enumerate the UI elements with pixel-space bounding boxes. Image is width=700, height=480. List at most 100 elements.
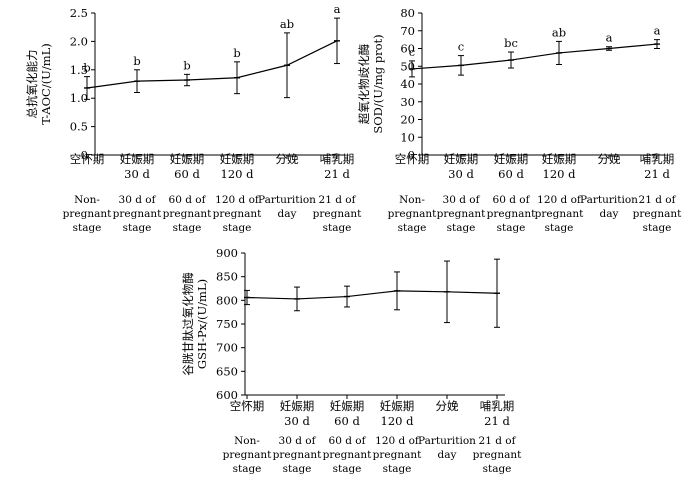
category-en-line: stage bbox=[483, 463, 512, 475]
category-period: 30 d bbox=[124, 167, 150, 181]
x-category-label: 分娩 Parturition day bbox=[258, 152, 316, 220]
y-tick-label: 30 bbox=[400, 95, 415, 109]
y-tick-label: 600 bbox=[216, 388, 238, 402]
category-en-line: Parturition bbox=[418, 435, 476, 447]
y-tick-label: 40 bbox=[400, 77, 415, 91]
y-tick-label: 750 bbox=[216, 317, 238, 331]
significance-letter: b bbox=[83, 61, 90, 75]
category-en-line: 120 d of bbox=[215, 194, 260, 206]
category-en-line: pregnant bbox=[63, 208, 112, 220]
y-axis-label-line: 总抗氧化能力 bbox=[25, 50, 39, 119]
category-period: 21 d bbox=[644, 167, 670, 181]
category-en-line: pregnant bbox=[113, 208, 162, 220]
category-en-line: pregnant bbox=[535, 208, 584, 220]
category-en-line: 120 d of bbox=[537, 194, 582, 206]
y-tick-label: 60 bbox=[400, 42, 415, 56]
category-zh: 妊娠期 bbox=[330, 399, 365, 413]
category-period: 60 d bbox=[334, 414, 360, 428]
y-axis-label: 超氧化物歧化酶 SOD/(U/mg prot) bbox=[357, 34, 385, 133]
y-tick-label: 0.5 bbox=[70, 120, 88, 134]
category-en-line: stage bbox=[545, 222, 574, 234]
significance-letter: a bbox=[606, 31, 613, 45]
significance-letter: c bbox=[409, 45, 415, 59]
category-en-line: stage bbox=[383, 463, 412, 475]
significance-letter: b bbox=[133, 54, 140, 68]
category-zh: 分娩 bbox=[598, 152, 621, 166]
category-zh: 分娩 bbox=[436, 399, 459, 413]
significance-letter: bc bbox=[504, 36, 518, 50]
category-en-line: Non- bbox=[74, 194, 100, 206]
category-en-line: 60 d of bbox=[493, 194, 531, 206]
category-en-line: stage bbox=[333, 463, 362, 475]
category-period: 30 d bbox=[448, 167, 474, 181]
y-tick-label: 50 bbox=[400, 59, 415, 73]
category-en-line: 30 d of bbox=[119, 194, 157, 206]
category-en-line: stage bbox=[73, 222, 102, 234]
y-axis-label-line: 谷胱甘肽过氧化物酶 bbox=[181, 272, 195, 376]
series-line bbox=[86, 40, 338, 89]
category-en-line: 60 d of bbox=[169, 194, 207, 206]
category-en-line: pregnant bbox=[473, 449, 522, 461]
significance-letter: a bbox=[654, 24, 661, 38]
series-line bbox=[246, 290, 498, 300]
category-en-line: Parturition bbox=[580, 194, 638, 206]
y-tick-label: 1.5 bbox=[70, 63, 88, 77]
y-tick-label: 800 bbox=[216, 293, 238, 307]
x-category-label: 空怀期 Non-pregnant stage bbox=[63, 152, 112, 234]
category-en-line: pregnant bbox=[213, 208, 262, 220]
category-en-line: stage bbox=[323, 222, 352, 234]
category-en-line: 21 d of bbox=[479, 435, 517, 447]
category-zh: 哺乳期 bbox=[480, 399, 515, 413]
category-en-line: stage bbox=[447, 222, 476, 234]
category-zh: 妊娠期 bbox=[444, 152, 479, 166]
category-en-line: pregnant bbox=[313, 208, 362, 220]
category-en-line: Parturition bbox=[258, 194, 316, 206]
x-category-label: 空怀期 Non-pregnant stage bbox=[388, 152, 437, 234]
category-en-line: day bbox=[438, 449, 457, 461]
y-tick-label: 2.0 bbox=[70, 34, 88, 48]
significance-letter: ab bbox=[280, 17, 294, 31]
category-en-line: pregnant bbox=[487, 208, 536, 220]
category-zh: 妊娠期 bbox=[542, 152, 577, 166]
category-zh: 妊娠期 bbox=[170, 152, 205, 166]
category-period: 30 d bbox=[284, 414, 310, 428]
category-zh: 妊娠期 bbox=[220, 152, 255, 166]
y-axis-label-line: SOD/(U/mg prot) bbox=[371, 34, 385, 133]
category-period: 120 d bbox=[381, 414, 415, 428]
category-period: 21 d bbox=[324, 167, 350, 181]
y-tick-label: 700 bbox=[216, 341, 238, 355]
y-tick-label: 0 bbox=[81, 148, 88, 162]
y-tick-label: 850 bbox=[216, 270, 238, 284]
category-zh: 空怀期 bbox=[70, 152, 105, 166]
category-en-line: day bbox=[278, 208, 297, 220]
significance-letter: b bbox=[233, 46, 240, 60]
category-en-line: pregnant bbox=[373, 449, 422, 461]
category-en-line: 120 d of bbox=[375, 435, 420, 447]
category-en-line: Non- bbox=[234, 435, 260, 447]
category-zh: 妊娠期 bbox=[280, 399, 315, 413]
y-tick-label: 10 bbox=[400, 130, 415, 144]
x-category-label: 空怀期 Non-pregnant stage bbox=[223, 399, 272, 475]
category-en-line: stage bbox=[233, 463, 262, 475]
y-axis-label-line: T-AOC/(U/mL) bbox=[39, 43, 53, 125]
y-tick-label: 80 bbox=[400, 6, 415, 20]
y-tick-label: 900 bbox=[216, 246, 238, 260]
category-en-line: 21 d of bbox=[319, 194, 357, 206]
category-en-line: pregnant bbox=[323, 449, 372, 461]
x-category-label: 分娩 Parturition day bbox=[418, 399, 476, 461]
chart-t-aoc: 0 0.5 1.0 1.5 2.0 2.5 总抗氧化能力 T-AOC/(U/mL) 空怀期 Non… bbox=[25, 2, 362, 234]
category-en-line: stage bbox=[643, 222, 672, 234]
category-en-line: pregnant bbox=[633, 208, 682, 220]
category-en-line: 30 d of bbox=[279, 435, 317, 447]
category-period: 120 d bbox=[221, 167, 255, 181]
category-period: 21 d bbox=[484, 414, 510, 428]
significance-letter: a bbox=[334, 2, 341, 16]
chart-gsh-px: 600 650 700 750 800 850 900 谷胱甘肽过氧化物酶 GSH-Px/(U/… bbox=[181, 246, 522, 475]
